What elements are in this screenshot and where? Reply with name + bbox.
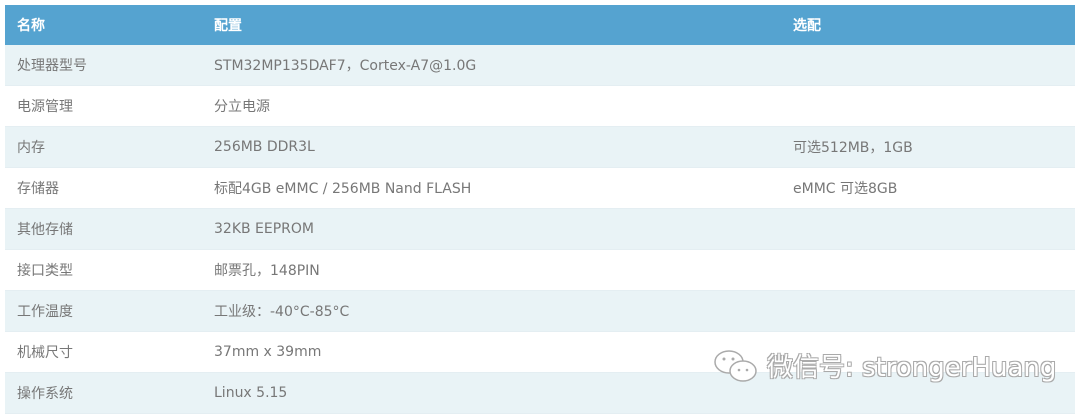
- cell-config: 标配4GB eMMC / 256MB Nand FLASH: [214, 181, 472, 197]
- header-option: 选配: [793, 18, 821, 34]
- table-row: 存储器 标配4GB eMMC / 256MB Nand FLASH eMMC 可选8…: [5, 168, 1075, 209]
- cell-config: 分立电源: [214, 99, 270, 115]
- cell-name: 接口类型: [17, 263, 73, 279]
- cell-config: Linux 5.15: [214, 385, 288, 401]
- table-row: 处理器型号 STM32MP135DAF7，Cortex-A7@1.0G: [5, 45, 1075, 86]
- header-config: 配置: [214, 18, 242, 34]
- watermark-text: 微信号: strongerHuang: [767, 353, 1057, 383]
- cell-config: 37mm x 39mm: [214, 344, 322, 360]
- table-row: 接口类型 邮票孔，148PIN: [5, 250, 1075, 291]
- cell-config: 256MB DDR3L: [214, 139, 315, 155]
- cell-name: 存储器: [17, 181, 59, 197]
- table-row: 机械尺寸 37mm x 39mm: [5, 332, 1075, 373]
- cell-name: 工作温度: [17, 304, 73, 320]
- cell-config: 邮票孔，148PIN: [214, 263, 320, 279]
- cell-config: STM32MP135DAF7，Cortex-A7@1.0G: [214, 58, 477, 74]
- cell-config: 工业级：-40°C-85°C: [214, 304, 350, 320]
- cell-option: 可选512MB，1GB: [793, 140, 913, 156]
- cell-name: 其他存储: [17, 222, 73, 238]
- spec-table: 名称 配置 选配 处理器型号 STM32MP135DAF7，Cortex-A7@1…: [5, 5, 1075, 414]
- wechat-icon: [714, 349, 757, 382]
- cell-config: 32KB EEPROM: [214, 221, 315, 237]
- table-row: 操作系统 Linux 5.15: [5, 373, 1075, 414]
- header-name: 名称: [17, 18, 45, 34]
- table-header: 名称 配置 选配: [5, 5, 1075, 45]
- cell-name: 操作系统: [17, 386, 73, 402]
- cell-name: 处理器型号: [17, 58, 87, 74]
- cell-name: 内存: [17, 140, 45, 156]
- cell-name: 电源管理: [17, 99, 73, 115]
- cell-name: 机械尺寸: [17, 345, 73, 361]
- watermark: 微信号: strongerHuang: [713, 347, 1056, 384]
- table-row: 电源管理 分立电源: [5, 86, 1075, 127]
- cell-option: eMMC 可选8GB: [793, 181, 898, 197]
- table-row: 工作温度 工业级：-40°C-85°C: [5, 291, 1075, 332]
- table-row: 内存 256MB DDR3L 可选512MB，1GB: [5, 127, 1075, 168]
- table-row: 其他存储 32KB EEPROM: [5, 209, 1075, 250]
